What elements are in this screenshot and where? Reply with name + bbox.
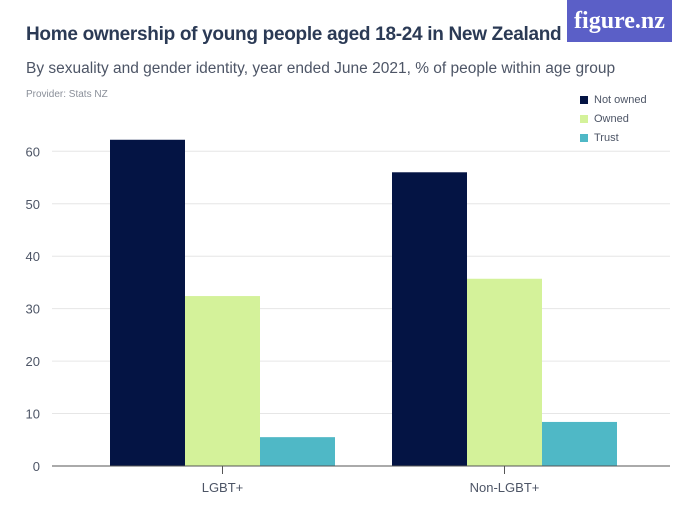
chart-subtitle: By sexuality and gender identity, year e… bbox=[26, 60, 616, 77]
legend-label: Owned bbox=[594, 112, 629, 125]
y-tick-label: 30 bbox=[26, 302, 40, 317]
y-tick-label: 0 bbox=[33, 459, 40, 474]
bar-owned-non-lgbtplus bbox=[467, 278, 542, 466]
x-tick-label: Non-LGBT+ bbox=[470, 480, 540, 495]
provider-label: Provider: Stats NZ bbox=[26, 89, 108, 100]
bar-not-owned-lgbtplus bbox=[110, 139, 185, 467]
legend-swatch bbox=[580, 133, 588, 142]
legend-swatch bbox=[580, 114, 588, 123]
legend-item-not-owned: Not owned bbox=[580, 90, 647, 109]
y-tick-label: 40 bbox=[26, 249, 40, 264]
bar-not-owned-non-lgbtplus bbox=[392, 172, 467, 466]
y-tick-label: 20 bbox=[26, 354, 40, 369]
y-tick-label: 60 bbox=[26, 144, 40, 159]
bar-trust-lgbtplus bbox=[260, 437, 335, 466]
figure-nz-logo[interactable]: figure.nz bbox=[567, 0, 672, 42]
legend-label: Trust bbox=[594, 131, 619, 144]
bar-owned-lgbtplus bbox=[185, 296, 260, 466]
legend-item-trust: Trust bbox=[580, 128, 647, 147]
legend-item-owned: Owned bbox=[580, 109, 647, 128]
bar-trust-non-lgbtplus bbox=[542, 421, 617, 466]
legend: Not owned Owned Trust bbox=[580, 90, 647, 147]
legend-swatch bbox=[580, 95, 588, 104]
y-tick-label: 50 bbox=[26, 197, 40, 212]
legend-label: Not owned bbox=[594, 93, 647, 106]
chart-title: Home ownership of young people aged 18-2… bbox=[26, 24, 562, 45]
x-tick-label: LGBT+ bbox=[202, 480, 244, 495]
y-tick-label: 10 bbox=[26, 407, 40, 422]
